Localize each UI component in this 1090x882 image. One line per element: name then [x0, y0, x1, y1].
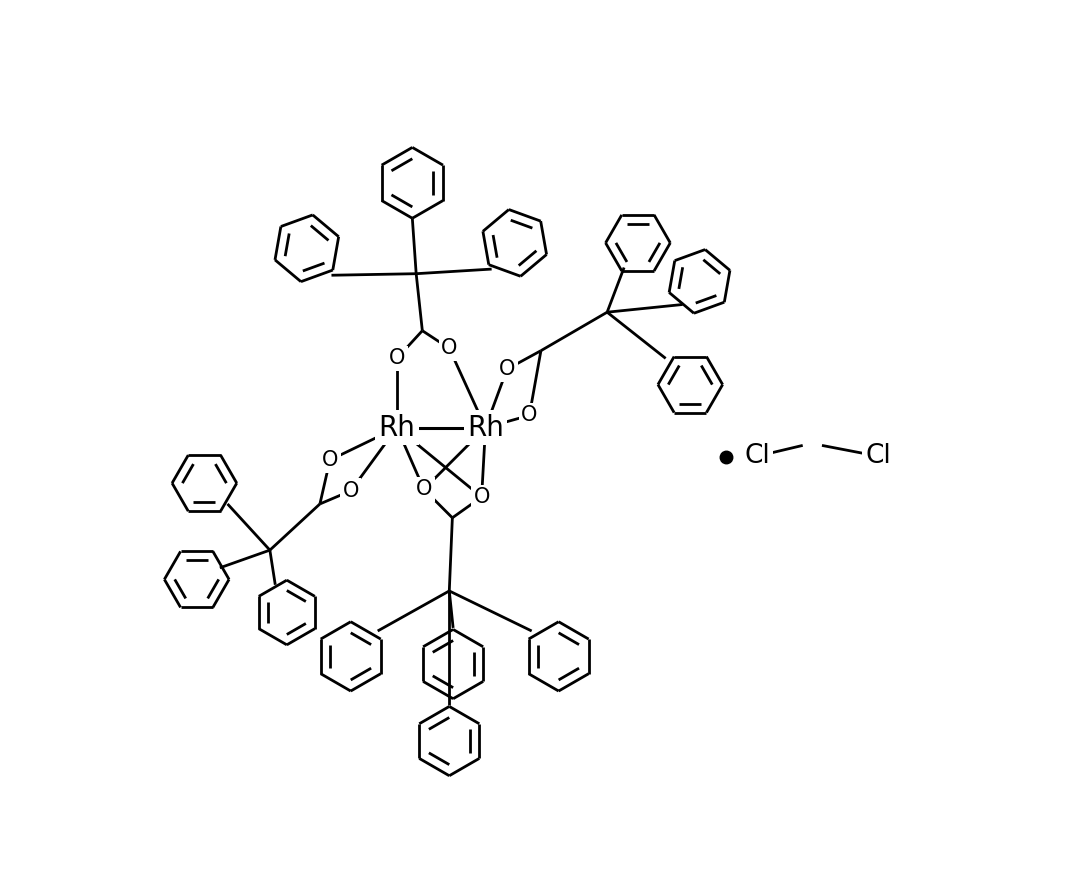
- Text: Rh: Rh: [467, 414, 504, 442]
- Text: O: O: [322, 450, 338, 470]
- Text: O: O: [342, 481, 359, 501]
- Text: Rh: Rh: [378, 414, 415, 442]
- Text: Cl: Cl: [865, 443, 891, 469]
- Text: O: O: [521, 406, 537, 425]
- Text: O: O: [389, 348, 405, 369]
- Text: O: O: [473, 487, 489, 507]
- Text: Cl: Cl: [744, 443, 771, 469]
- Text: O: O: [499, 359, 516, 379]
- Text: O: O: [441, 339, 458, 358]
- Text: O: O: [415, 479, 432, 499]
